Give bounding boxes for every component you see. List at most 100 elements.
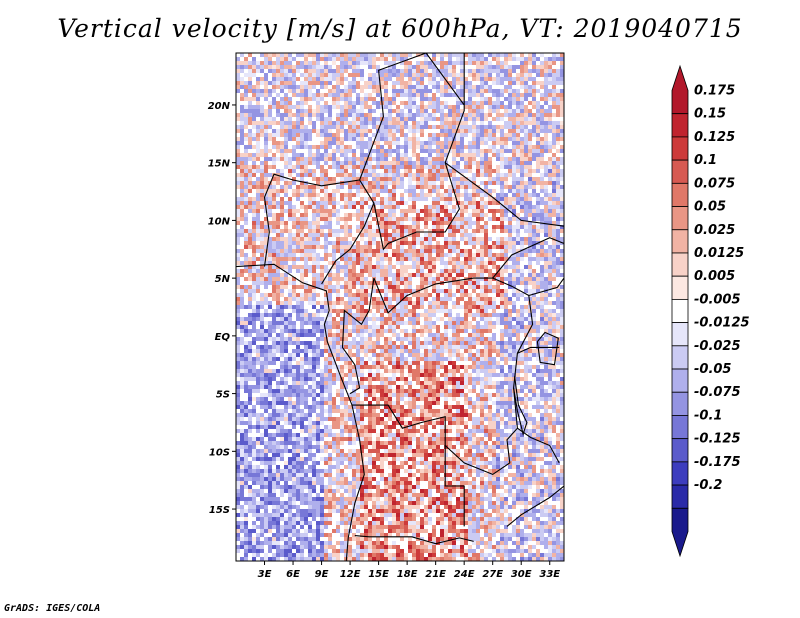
field-cell bbox=[508, 205, 512, 209]
field-cell bbox=[424, 61, 428, 65]
field-cell bbox=[468, 221, 472, 225]
field-cell bbox=[528, 77, 532, 81]
field-cell bbox=[488, 181, 492, 185]
field-cell bbox=[524, 93, 528, 97]
field-cell bbox=[496, 69, 500, 73]
field-cell bbox=[280, 149, 284, 153]
field-cell bbox=[504, 125, 508, 129]
field-cell bbox=[508, 105, 512, 109]
field-cell bbox=[496, 257, 500, 261]
field-cell bbox=[376, 273, 380, 277]
field-cell bbox=[492, 65, 496, 69]
field-cell bbox=[364, 105, 368, 109]
field-cell bbox=[556, 257, 560, 261]
field-cell bbox=[236, 233, 240, 237]
field-cell bbox=[236, 145, 240, 149]
field-cell bbox=[364, 89, 368, 93]
field-cell bbox=[360, 149, 364, 153]
field-cell bbox=[320, 197, 324, 201]
field-cell bbox=[360, 277, 364, 281]
field-cell bbox=[440, 113, 444, 117]
field-cell bbox=[468, 85, 472, 89]
field-cell bbox=[452, 97, 456, 101]
field-cell bbox=[352, 113, 356, 117]
field-cell bbox=[516, 149, 520, 153]
field-cell bbox=[448, 209, 452, 213]
field-cell bbox=[464, 285, 468, 289]
field-cell bbox=[416, 181, 420, 185]
field-cell bbox=[540, 161, 544, 165]
field-cell bbox=[416, 177, 420, 181]
field-cell bbox=[556, 145, 560, 149]
field-cell bbox=[308, 269, 312, 273]
field-cell bbox=[456, 189, 460, 193]
field-cell bbox=[268, 285, 272, 289]
field-cell bbox=[424, 229, 428, 233]
field-cell bbox=[364, 205, 368, 209]
field-cell bbox=[292, 73, 296, 77]
field-cell bbox=[520, 133, 524, 137]
field-cell bbox=[356, 69, 360, 73]
field-cell bbox=[252, 201, 256, 205]
field-cell bbox=[320, 217, 324, 221]
field-cell bbox=[280, 213, 284, 217]
field-cell bbox=[268, 269, 272, 273]
field-cell bbox=[308, 281, 312, 285]
field-cell bbox=[320, 285, 324, 289]
field-cell bbox=[388, 185, 392, 189]
field-cell bbox=[328, 241, 332, 245]
field-cell bbox=[276, 81, 280, 85]
field-cell bbox=[540, 141, 544, 145]
field-cell bbox=[500, 277, 504, 281]
field-cell bbox=[360, 237, 364, 241]
field-cell bbox=[348, 185, 352, 189]
field-cell bbox=[488, 165, 492, 169]
field-cell bbox=[480, 173, 484, 177]
field-cell bbox=[368, 157, 372, 161]
field-cell bbox=[404, 153, 408, 157]
field-cell bbox=[388, 137, 392, 141]
field-cell bbox=[336, 109, 340, 113]
field-cell bbox=[392, 193, 396, 197]
field-cell bbox=[468, 257, 472, 261]
field-cell bbox=[556, 149, 560, 153]
field-cell bbox=[540, 237, 544, 241]
field-cell bbox=[404, 101, 408, 105]
field-cell bbox=[552, 57, 556, 61]
field-cell bbox=[368, 121, 372, 125]
field-cell bbox=[340, 137, 344, 141]
field-cell bbox=[284, 73, 288, 77]
field-cell bbox=[272, 73, 276, 77]
field-cell bbox=[496, 153, 500, 157]
field-cell bbox=[516, 257, 520, 261]
field-cell bbox=[468, 133, 472, 137]
field-cell bbox=[248, 53, 252, 57]
field-cell bbox=[356, 145, 360, 149]
field-cell bbox=[492, 273, 496, 277]
field-cell bbox=[508, 145, 512, 149]
field-cell bbox=[320, 141, 324, 145]
field-cell bbox=[484, 289, 488, 293]
field-cell bbox=[492, 257, 496, 261]
field-cell bbox=[340, 217, 344, 221]
field-cell bbox=[452, 269, 456, 273]
field-cell bbox=[560, 213, 564, 217]
field-cell bbox=[344, 145, 348, 149]
field-cell bbox=[464, 141, 468, 145]
field-cell bbox=[248, 209, 252, 213]
field-cell bbox=[300, 165, 304, 169]
field-cell bbox=[284, 201, 288, 205]
field-cell bbox=[520, 89, 524, 93]
field-cell bbox=[376, 277, 380, 281]
field-cell bbox=[500, 169, 504, 173]
field-cell bbox=[384, 177, 388, 181]
field-cell bbox=[452, 73, 456, 77]
field-cell bbox=[276, 185, 280, 189]
field-cell bbox=[480, 249, 484, 253]
field-cell bbox=[352, 189, 356, 193]
field-cell bbox=[284, 153, 288, 157]
field-cell bbox=[512, 73, 516, 77]
field-cell bbox=[496, 61, 500, 65]
field-cell bbox=[512, 153, 516, 157]
field-cell bbox=[424, 141, 428, 145]
